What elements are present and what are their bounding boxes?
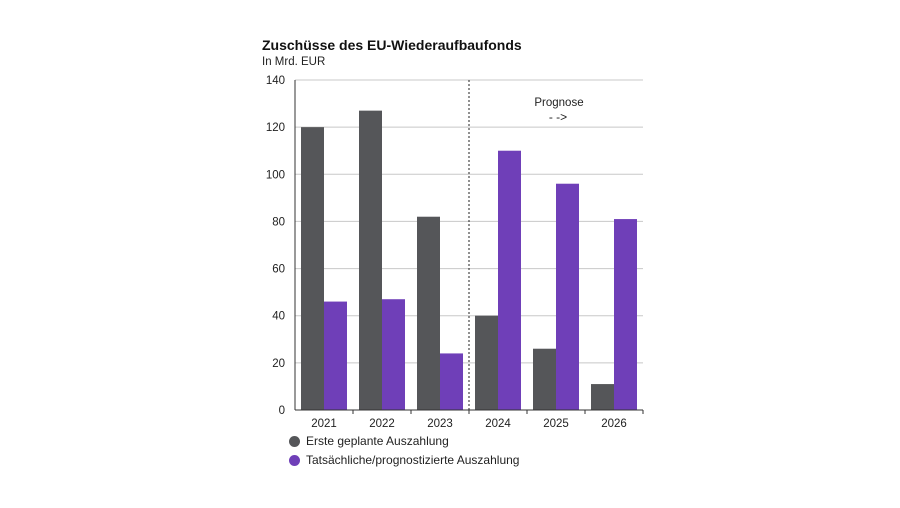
legend-item-planned: Erste geplante Auszahlung bbox=[289, 434, 449, 448]
x-tick-label: 2022 bbox=[369, 418, 395, 430]
y-tick-label: 60 bbox=[272, 264, 285, 276]
chart-title: Zuschüsse des EU-Wiederaufbaufonds bbox=[262, 37, 522, 53]
bar-actual-2023 bbox=[440, 353, 463, 410]
y-tick-label: 20 bbox=[272, 358, 285, 370]
bar-planned-2024 bbox=[475, 315, 498, 410]
x-tick-label: 2023 bbox=[427, 418, 453, 430]
y-tick-label: 0 bbox=[279, 405, 285, 417]
bar-actual-2026 bbox=[614, 219, 637, 410]
y-tick-label: 80 bbox=[272, 216, 285, 228]
legend-item-actual: Tatsächliche/prognostizierte Auszahlung bbox=[289, 453, 519, 467]
y-tick-label: 40 bbox=[272, 311, 285, 323]
legend-swatch bbox=[289, 454, 300, 466]
chart-subtitle: In Mrd. EUR bbox=[262, 56, 326, 68]
bar-actual-2024 bbox=[498, 150, 521, 410]
bar-planned-2025 bbox=[533, 348, 556, 410]
bar-actual-2022 bbox=[382, 299, 405, 410]
forecast-arrow: - -> bbox=[549, 110, 567, 124]
x-tick-label: 2025 bbox=[543, 418, 569, 430]
y-tick-label: 100 bbox=[266, 169, 285, 181]
x-tick-label: 2021 bbox=[311, 418, 337, 430]
bar-actual-2025 bbox=[556, 183, 579, 410]
legend-label: Erste geplante Auszahlung bbox=[306, 434, 449, 448]
bar-actual-2021 bbox=[324, 301, 347, 410]
forecast-label: Prognose bbox=[534, 97, 583, 109]
x-tick-label: 2024 bbox=[485, 418, 511, 430]
y-tick-label: 120 bbox=[266, 122, 285, 134]
bar-planned-2022 bbox=[359, 110, 382, 411]
legend-label: Tatsächliche/prognostizierte Auszahlung bbox=[306, 453, 520, 467]
bar-planned-2026 bbox=[591, 384, 614, 410]
bar-planned-2023 bbox=[417, 216, 440, 410]
legend-swatch bbox=[289, 435, 300, 447]
x-tick-label: 2026 bbox=[601, 418, 627, 430]
bar-planned-2021 bbox=[301, 127, 324, 411]
y-tick-label: 140 bbox=[266, 75, 285, 87]
